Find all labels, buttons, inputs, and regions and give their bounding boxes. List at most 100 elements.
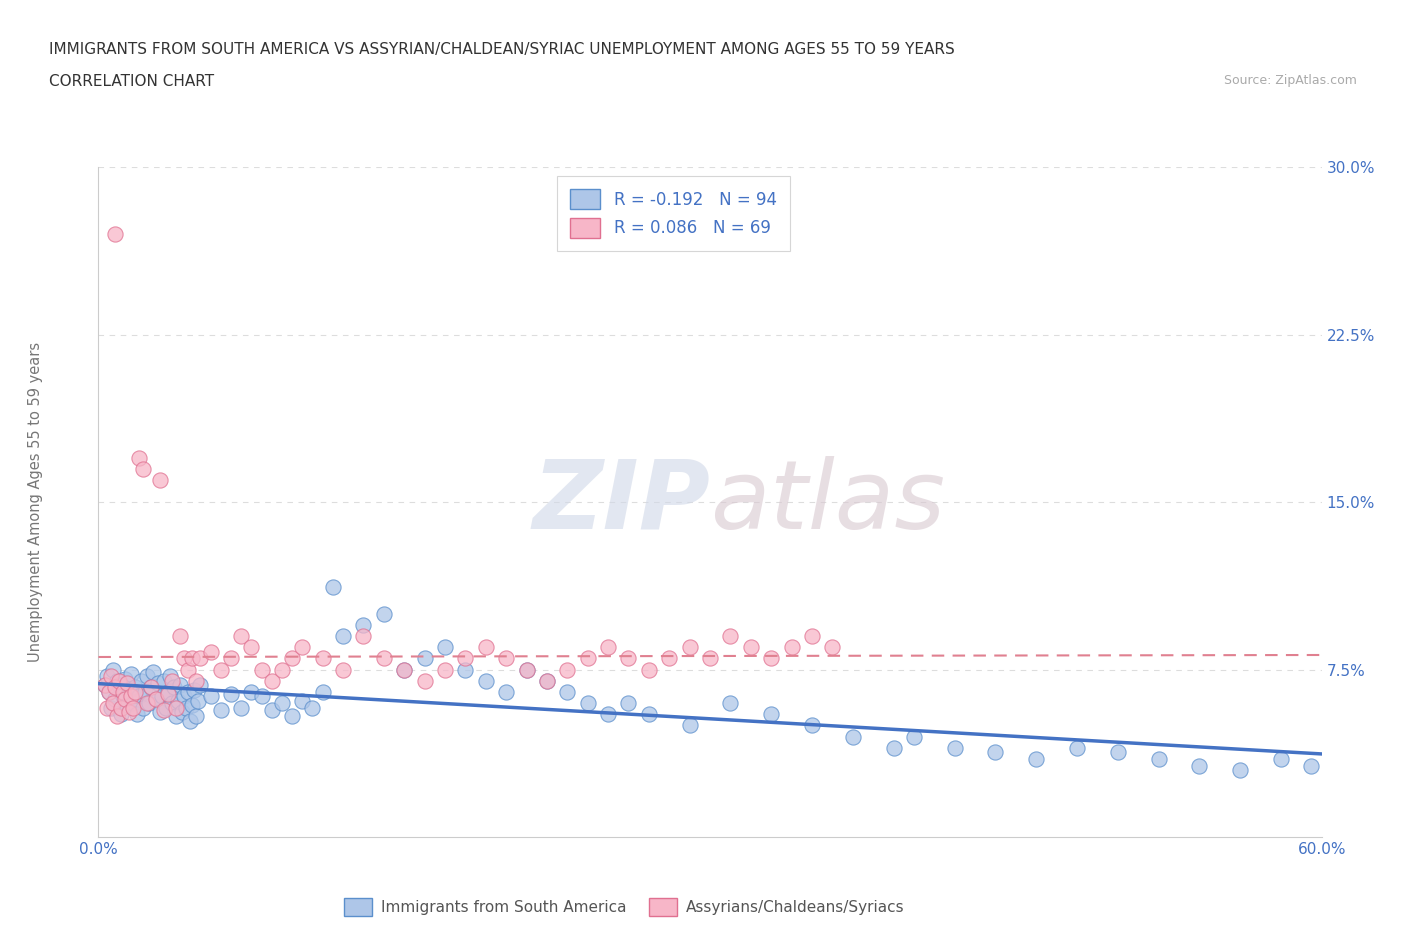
Point <box>1229 763 1251 777</box>
Point <box>138 696 160 711</box>
Point <box>679 718 702 733</box>
Point <box>250 662 273 677</box>
Point <box>150 689 173 704</box>
Point <box>219 651 242 666</box>
Point <box>104 227 127 242</box>
Point <box>186 709 208 724</box>
Point <box>291 640 314 655</box>
Point <box>536 673 558 688</box>
Point <box>841 729 863 744</box>
Point <box>200 644 222 659</box>
Point <box>186 673 208 688</box>
Point <box>392 662 416 677</box>
Point <box>219 686 242 701</box>
Text: IMMIGRANTS FROM SOUTH AMERICA VS ASSYRIAN/CHALDEAN/SYRIAC UNEMPLOYMENT AMONG AGE: IMMIGRANTS FROM SOUTH AMERICA VS ASSYRIA… <box>49 42 955 57</box>
Point <box>114 671 136 686</box>
Point <box>617 696 640 711</box>
Point <box>373 651 395 666</box>
Point <box>312 684 335 699</box>
Text: ZIP: ZIP <box>531 456 710 549</box>
Point <box>598 640 620 655</box>
Point <box>110 700 132 715</box>
Point <box>105 673 128 688</box>
Point <box>93 678 115 693</box>
Point <box>96 700 118 715</box>
Point <box>97 684 120 699</box>
Point <box>165 709 187 724</box>
Point <box>231 629 253 644</box>
Text: atlas: atlas <box>710 456 945 549</box>
Point <box>111 684 134 699</box>
Point <box>100 700 122 715</box>
Point <box>392 662 416 677</box>
Point <box>188 678 212 693</box>
Point <box>821 640 844 655</box>
Point <box>332 629 354 644</box>
Point <box>270 696 294 711</box>
Point <box>1188 758 1211 773</box>
Point <box>617 651 640 666</box>
Point <box>101 662 124 677</box>
Point <box>761 651 783 666</box>
Point <box>658 651 681 666</box>
Point <box>183 683 205 698</box>
Point <box>141 680 163 695</box>
Point <box>434 662 457 677</box>
Point <box>128 689 150 704</box>
Point <box>576 696 599 711</box>
Point <box>413 673 436 688</box>
Point <box>516 662 538 677</box>
Point <box>231 700 253 715</box>
Point <box>454 662 477 677</box>
Point <box>555 684 579 699</box>
Point <box>179 713 201 728</box>
Point <box>132 461 155 476</box>
Point <box>1147 751 1170 766</box>
Point <box>352 618 374 632</box>
Point <box>173 651 195 666</box>
Point <box>718 696 742 711</box>
Point <box>576 651 599 666</box>
Point <box>132 700 155 715</box>
Point <box>165 700 187 715</box>
Point <box>637 662 661 677</box>
Point <box>260 702 283 717</box>
Point <box>169 678 191 693</box>
Point <box>434 640 457 655</box>
Point <box>124 684 146 699</box>
Point <box>160 696 183 711</box>
Point <box>96 669 118 684</box>
Point <box>156 684 179 699</box>
Point <box>780 640 803 655</box>
Point <box>332 662 354 677</box>
Point <box>1270 751 1292 766</box>
Point <box>718 629 742 644</box>
Point <box>637 707 661 722</box>
Point <box>1066 740 1088 755</box>
Point <box>142 664 165 679</box>
Point <box>149 472 172 487</box>
Point <box>115 675 138 690</box>
Point <box>188 651 212 666</box>
Point <box>111 689 134 704</box>
Point <box>598 707 620 722</box>
Point <box>209 702 232 717</box>
Point <box>322 579 344 594</box>
Point <box>943 740 966 755</box>
Legend: Immigrants from South America, Assyrians/Chaldeans/Syriacs: Immigrants from South America, Assyrians… <box>337 892 911 923</box>
Point <box>136 696 159 711</box>
Point <box>134 684 156 699</box>
Point <box>373 606 395 621</box>
Point <box>100 669 122 684</box>
Point <box>145 691 167 706</box>
Point <box>740 640 762 655</box>
Point <box>883 740 905 755</box>
Point <box>170 705 193 720</box>
Point <box>127 707 149 722</box>
Point <box>903 729 925 744</box>
Point <box>516 662 538 677</box>
Text: Unemployment Among Ages 55 to 59 years: Unemployment Among Ages 55 to 59 years <box>28 342 42 662</box>
Point <box>679 640 702 655</box>
Point <box>495 684 517 699</box>
Point <box>260 673 283 688</box>
